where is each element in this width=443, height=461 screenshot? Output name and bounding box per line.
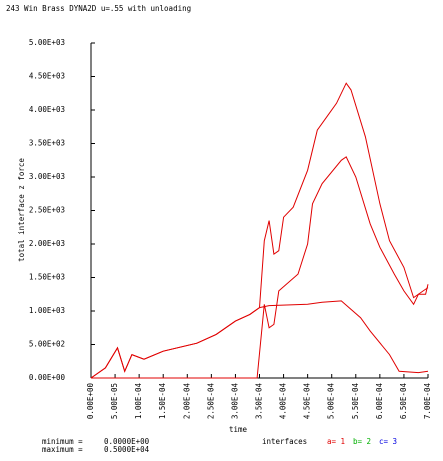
x-tick-label: 4.50E-04	[303, 383, 312, 420]
x-tick-label: 7.00E-04	[423, 383, 432, 420]
x-tick-label: 0.00E+00	[86, 383, 95, 420]
series-line	[90, 82, 429, 379]
x-tick-label: 6.50E-04	[399, 383, 408, 420]
x-tick-label: 6.00E-04	[375, 383, 384, 420]
x-tick-label: 1.00E-04	[134, 383, 143, 420]
x-tick-label: 2.00E-04	[182, 383, 191, 420]
y-tick-label: 5.00E+02	[29, 340, 65, 349]
y-tick-label: 1.00E+03	[29, 306, 65, 315]
y-tick-label: 2.00E+03	[29, 239, 65, 248]
x-tick-label: 2.50E-04	[206, 383, 215, 420]
series-line	[90, 300, 429, 379]
x-axis-label: time	[229, 425, 248, 434]
legend-title: interfaces	[262, 437, 307, 446]
x-tick-label: 3.00E-04	[230, 383, 239, 420]
legend-entry: b= 2	[353, 437, 371, 446]
x-tick-label: 4.00E-04	[279, 383, 288, 420]
legend-entry: a= 1	[327, 437, 345, 446]
x-tick-label: 5.00E-05	[110, 383, 119, 419]
y-tick-label: 3.00E+03	[29, 172, 65, 181]
maximum-label: maximum =	[42, 445, 83, 454]
y-tick-label: 4.00E+03	[29, 105, 65, 114]
x-tick-label: 5.50E-04	[351, 383, 360, 420]
minimum-label: minimum =	[42, 437, 83, 446]
y-tick-label: 4.50E+03	[29, 72, 65, 81]
y-tick-label: 3.50E+03	[29, 139, 65, 148]
x-tick-label: 1.50E-04	[158, 383, 167, 420]
x-tick-label: 3.50E-04	[255, 383, 264, 420]
y-tick-label: 5.00E+03	[29, 38, 65, 47]
y-tick-label: 0.00E+00	[29, 373, 66, 382]
x-tick-label: 5.00E-04	[327, 383, 336, 420]
legend-entry: c= 3	[379, 437, 397, 446]
minimum-value: 0.0000E+00	[104, 437, 150, 446]
maximum-value: 0.5000E+04	[104, 445, 150, 454]
y-axis-label: total interface z force	[17, 158, 26, 262]
y-tick-label: 1.50E+03	[29, 273, 65, 282]
y-tick-label: 2.50E+03	[29, 206, 65, 215]
series-line	[91, 156, 429, 379]
chart-title: 243 Win Brass DYNA2D u=.55 with unloadin…	[6, 4, 191, 13]
